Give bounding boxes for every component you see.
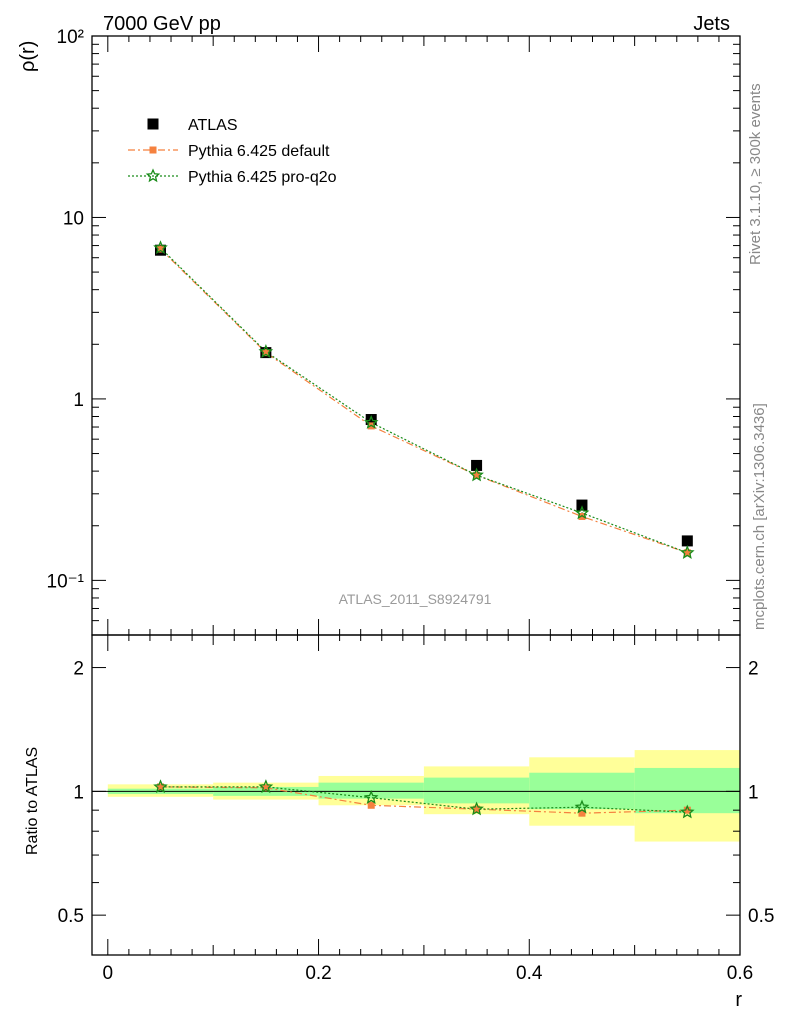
main-y-tick-label: 10² (57, 27, 84, 48)
main-y-tick-label: 10⁻¹ (47, 571, 85, 592)
ratio-y-tick-label-right: 1 (748, 782, 759, 803)
pythia-default-point (683, 549, 691, 557)
header-right-label: Jets (693, 13, 730, 35)
ratio-pythia-default-line (160, 786, 688, 814)
legend-pythia-default-marker (149, 146, 157, 154)
pythia-proq2o-point (363, 414, 379, 429)
ratio-pythia-default-point (262, 784, 270, 792)
atlas-point (471, 459, 483, 471)
header-left-label: 7000 GeV pp (103, 13, 221, 35)
ratio-pythia-proq2o-point (258, 779, 274, 794)
legend: ATLAS Pythia 6.425 default Pythia 6.425 pr… (128, 117, 337, 186)
main-panel (153, 240, 695, 559)
x-tick-label: 0.6 (727, 963, 753, 984)
x-tick-label: 0.4 (516, 963, 543, 984)
atlas-point (365, 414, 377, 426)
mcplots-label: mcplots.cern.ch [arXiv:1306.3436] (751, 403, 768, 630)
ratio-y-tick-label: 0.5 (58, 906, 84, 927)
rivet-label: Rivet 3.1.10, ≥ 300k events (747, 83, 764, 265)
ratio-y-tick-label: 1 (73, 782, 84, 803)
x-tick-label: 0 (103, 963, 114, 984)
pythia-default-point (473, 471, 481, 479)
ratio-error-bands (107, 750, 740, 842)
main-ylabel: ρ(r) (17, 41, 39, 72)
ratio-pythia-default-point (367, 801, 375, 809)
atlas-point (576, 499, 588, 511)
ratio-pythia-default-point (578, 809, 586, 817)
pythia-proq2o-line (160, 247, 688, 554)
main-y-tick-label: 10 (63, 208, 84, 229)
pythia-proq2o-point (679, 544, 695, 559)
x-tick-label: 0.2 (305, 963, 331, 984)
pythia-default-line (160, 248, 688, 554)
ratio-pythia-proq2o-point (469, 801, 484, 816)
legend-label: Pythia 6.425 pro-q2o (188, 169, 337, 186)
x-axis-label: r (735, 989, 742, 1011)
ratio-pythia-default-point (156, 783, 164, 791)
ratio-panel (92, 779, 740, 819)
ratio-pythia-proq2o-point (679, 804, 695, 819)
ratio-pythia-proq2o-point (153, 779, 168, 794)
band-inner (423, 777, 530, 804)
ratio-ylabel: Ratio to ATLAS (24, 747, 41, 855)
ratio-pythia-proq2o-point (363, 790, 379, 805)
legend-atlas-marker (147, 118, 159, 130)
pythia-proq2o-point (574, 505, 590, 520)
pythia-proq2o-point (469, 467, 484, 482)
ratio-pythia-proq2o-point (574, 799, 590, 814)
analysis-watermark: ATLAS_2011_S8924791 (339, 591, 492, 607)
pythia-default-point (262, 349, 270, 357)
ratio-pythia-proq2o-line (160, 786, 688, 813)
legend-label: ATLAS (188, 117, 238, 134)
ratio-y-tick-label-right: 0.5 (748, 906, 774, 927)
atlas-point (681, 535, 693, 547)
ratio-y-tick-label: 2 (73, 659, 84, 680)
main-y-tick-label: 1 (73, 390, 84, 411)
axes: 10⁻¹ 1 10 10² 0.5 0.5 1 1 2 2 0 0.2 0.4 0.6 (47, 27, 775, 984)
legend-pythia-proq2o-marker (145, 168, 161, 183)
legend-label: Pythia 6.425 default (188, 143, 330, 160)
pythia-proq2o-point (153, 240, 168, 255)
pythia-default-point (156, 245, 164, 253)
ratio-pythia-default-point (473, 805, 481, 813)
ratio-frame (91, 634, 741, 956)
pythia-proq2o-point (258, 343, 274, 359)
ratio-pythia-default-point (683, 806, 691, 814)
ratio-y-tick-label-right: 2 (748, 659, 759, 680)
